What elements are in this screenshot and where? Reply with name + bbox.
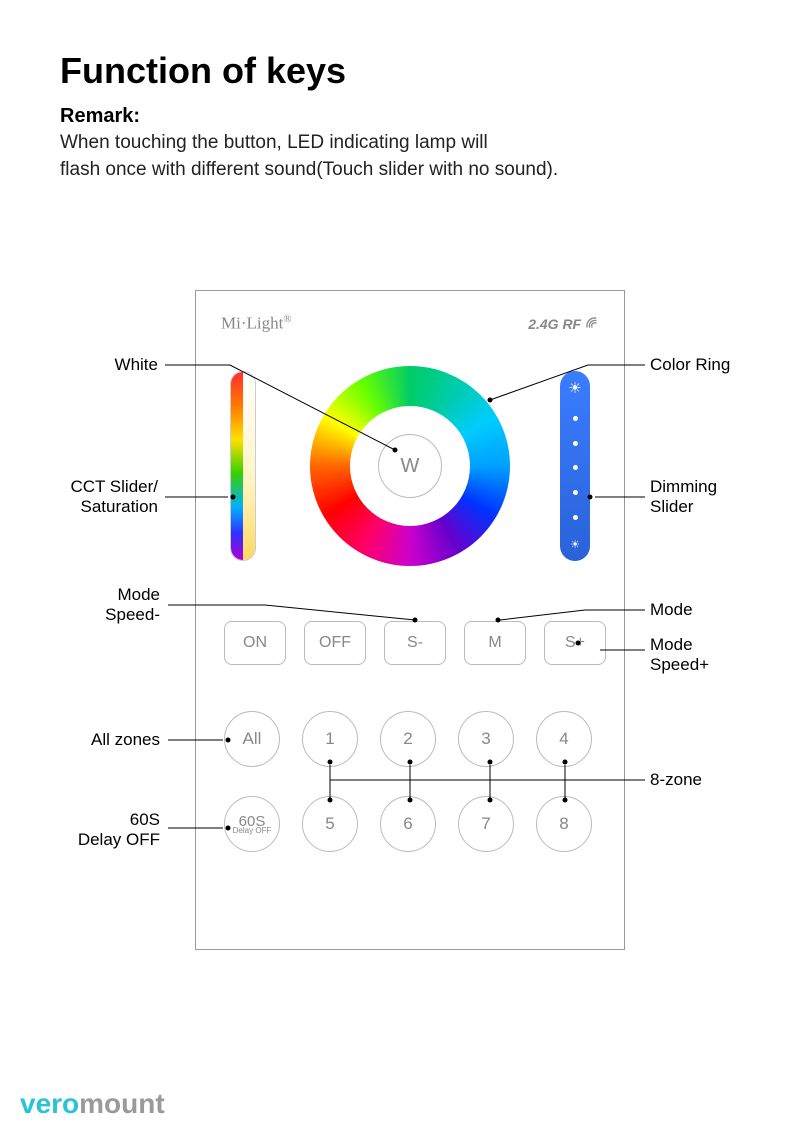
cct-warm-track bbox=[243, 372, 255, 560]
delay-off-button[interactable]: 60S Delay OFF bbox=[224, 796, 280, 852]
brand-reg: ® bbox=[283, 313, 291, 325]
zone-7-button[interactable]: 7 bbox=[458, 796, 514, 852]
page-title: Function of keys bbox=[60, 50, 346, 92]
zone-row-1: All 1 2 3 4 bbox=[224, 711, 592, 767]
zone-5-button[interactable]: 5 bbox=[302, 796, 358, 852]
device-panel: Mi·Light® 2.4G RF W ☀ ☀ ON OFF S- M S+ A… bbox=[195, 290, 625, 950]
speed-plus-button[interactable]: S+ bbox=[544, 621, 606, 665]
callout-mode-speed-minus: Mode Speed- bbox=[70, 585, 160, 624]
callout-mode: Mode bbox=[650, 600, 693, 620]
dim-dot bbox=[573, 465, 578, 470]
rf-label: 2.4G RF bbox=[528, 315, 599, 332]
white-button[interactable]: W bbox=[378, 434, 442, 498]
callout-all-zones: All zones bbox=[40, 730, 160, 750]
callout-white: White bbox=[38, 355, 158, 375]
off-button[interactable]: OFF bbox=[304, 621, 366, 665]
dim-dot bbox=[573, 515, 578, 520]
callout-delay-off: 60S Delay OFF bbox=[40, 810, 160, 849]
color-ring-wrap: W bbox=[310, 366, 510, 566]
dim-dot bbox=[573, 441, 578, 446]
callout-dimming: Dimming Slider bbox=[650, 477, 717, 516]
rf-text: 2.4G RF bbox=[528, 316, 581, 332]
zone-row-2: 60S Delay OFF 5 6 7 8 bbox=[224, 796, 592, 852]
dimming-slider[interactable]: ☀ ☀ bbox=[560, 371, 590, 561]
zone-4-button[interactable]: 4 bbox=[536, 711, 592, 767]
brand-logo: Mi·Light® bbox=[221, 313, 292, 334]
mode-row: ON OFF S- M S+ bbox=[224, 621, 606, 665]
speed-minus-button[interactable]: S- bbox=[384, 621, 446, 665]
zone-8-button[interactable]: 8 bbox=[536, 796, 592, 852]
all-zones-button[interactable]: All bbox=[224, 711, 280, 767]
callout-cct: CCT Slider/ Saturation bbox=[28, 477, 158, 516]
brightness-high-icon: ☀ bbox=[568, 381, 581, 396]
dim-dot bbox=[573, 416, 578, 421]
callout-mode-speed-plus: Mode Speed+ bbox=[650, 635, 709, 674]
on-button[interactable]: ON bbox=[224, 621, 286, 665]
footer-logo: veromount bbox=[20, 1088, 165, 1120]
remark-label: Remark: bbox=[60, 105, 140, 128]
footer-vero: vero bbox=[20, 1088, 79, 1119]
wifi-icon bbox=[585, 316, 599, 330]
delay-off-sublabel: Delay OFF bbox=[233, 827, 272, 835]
footer-mount: mount bbox=[79, 1088, 165, 1119]
zone-6-button[interactable]: 6 bbox=[380, 796, 436, 852]
callout-8-zone: 8-zone bbox=[650, 770, 702, 790]
zone-3-button[interactable]: 3 bbox=[458, 711, 514, 767]
mode-button[interactable]: M bbox=[464, 621, 526, 665]
cct-slider[interactable] bbox=[230, 371, 256, 561]
remark-text: When touching the button, LED indicating… bbox=[60, 130, 558, 183]
zone-2-button[interactable]: 2 bbox=[380, 711, 436, 767]
brand-text: Mi·Light bbox=[221, 314, 283, 333]
zone-1-button[interactable]: 1 bbox=[302, 711, 358, 767]
cct-rainbow-track bbox=[231, 372, 243, 560]
callout-color-ring: Color Ring bbox=[650, 355, 730, 375]
dim-dot bbox=[573, 490, 578, 495]
brightness-low-icon: ☀ bbox=[570, 540, 580, 551]
